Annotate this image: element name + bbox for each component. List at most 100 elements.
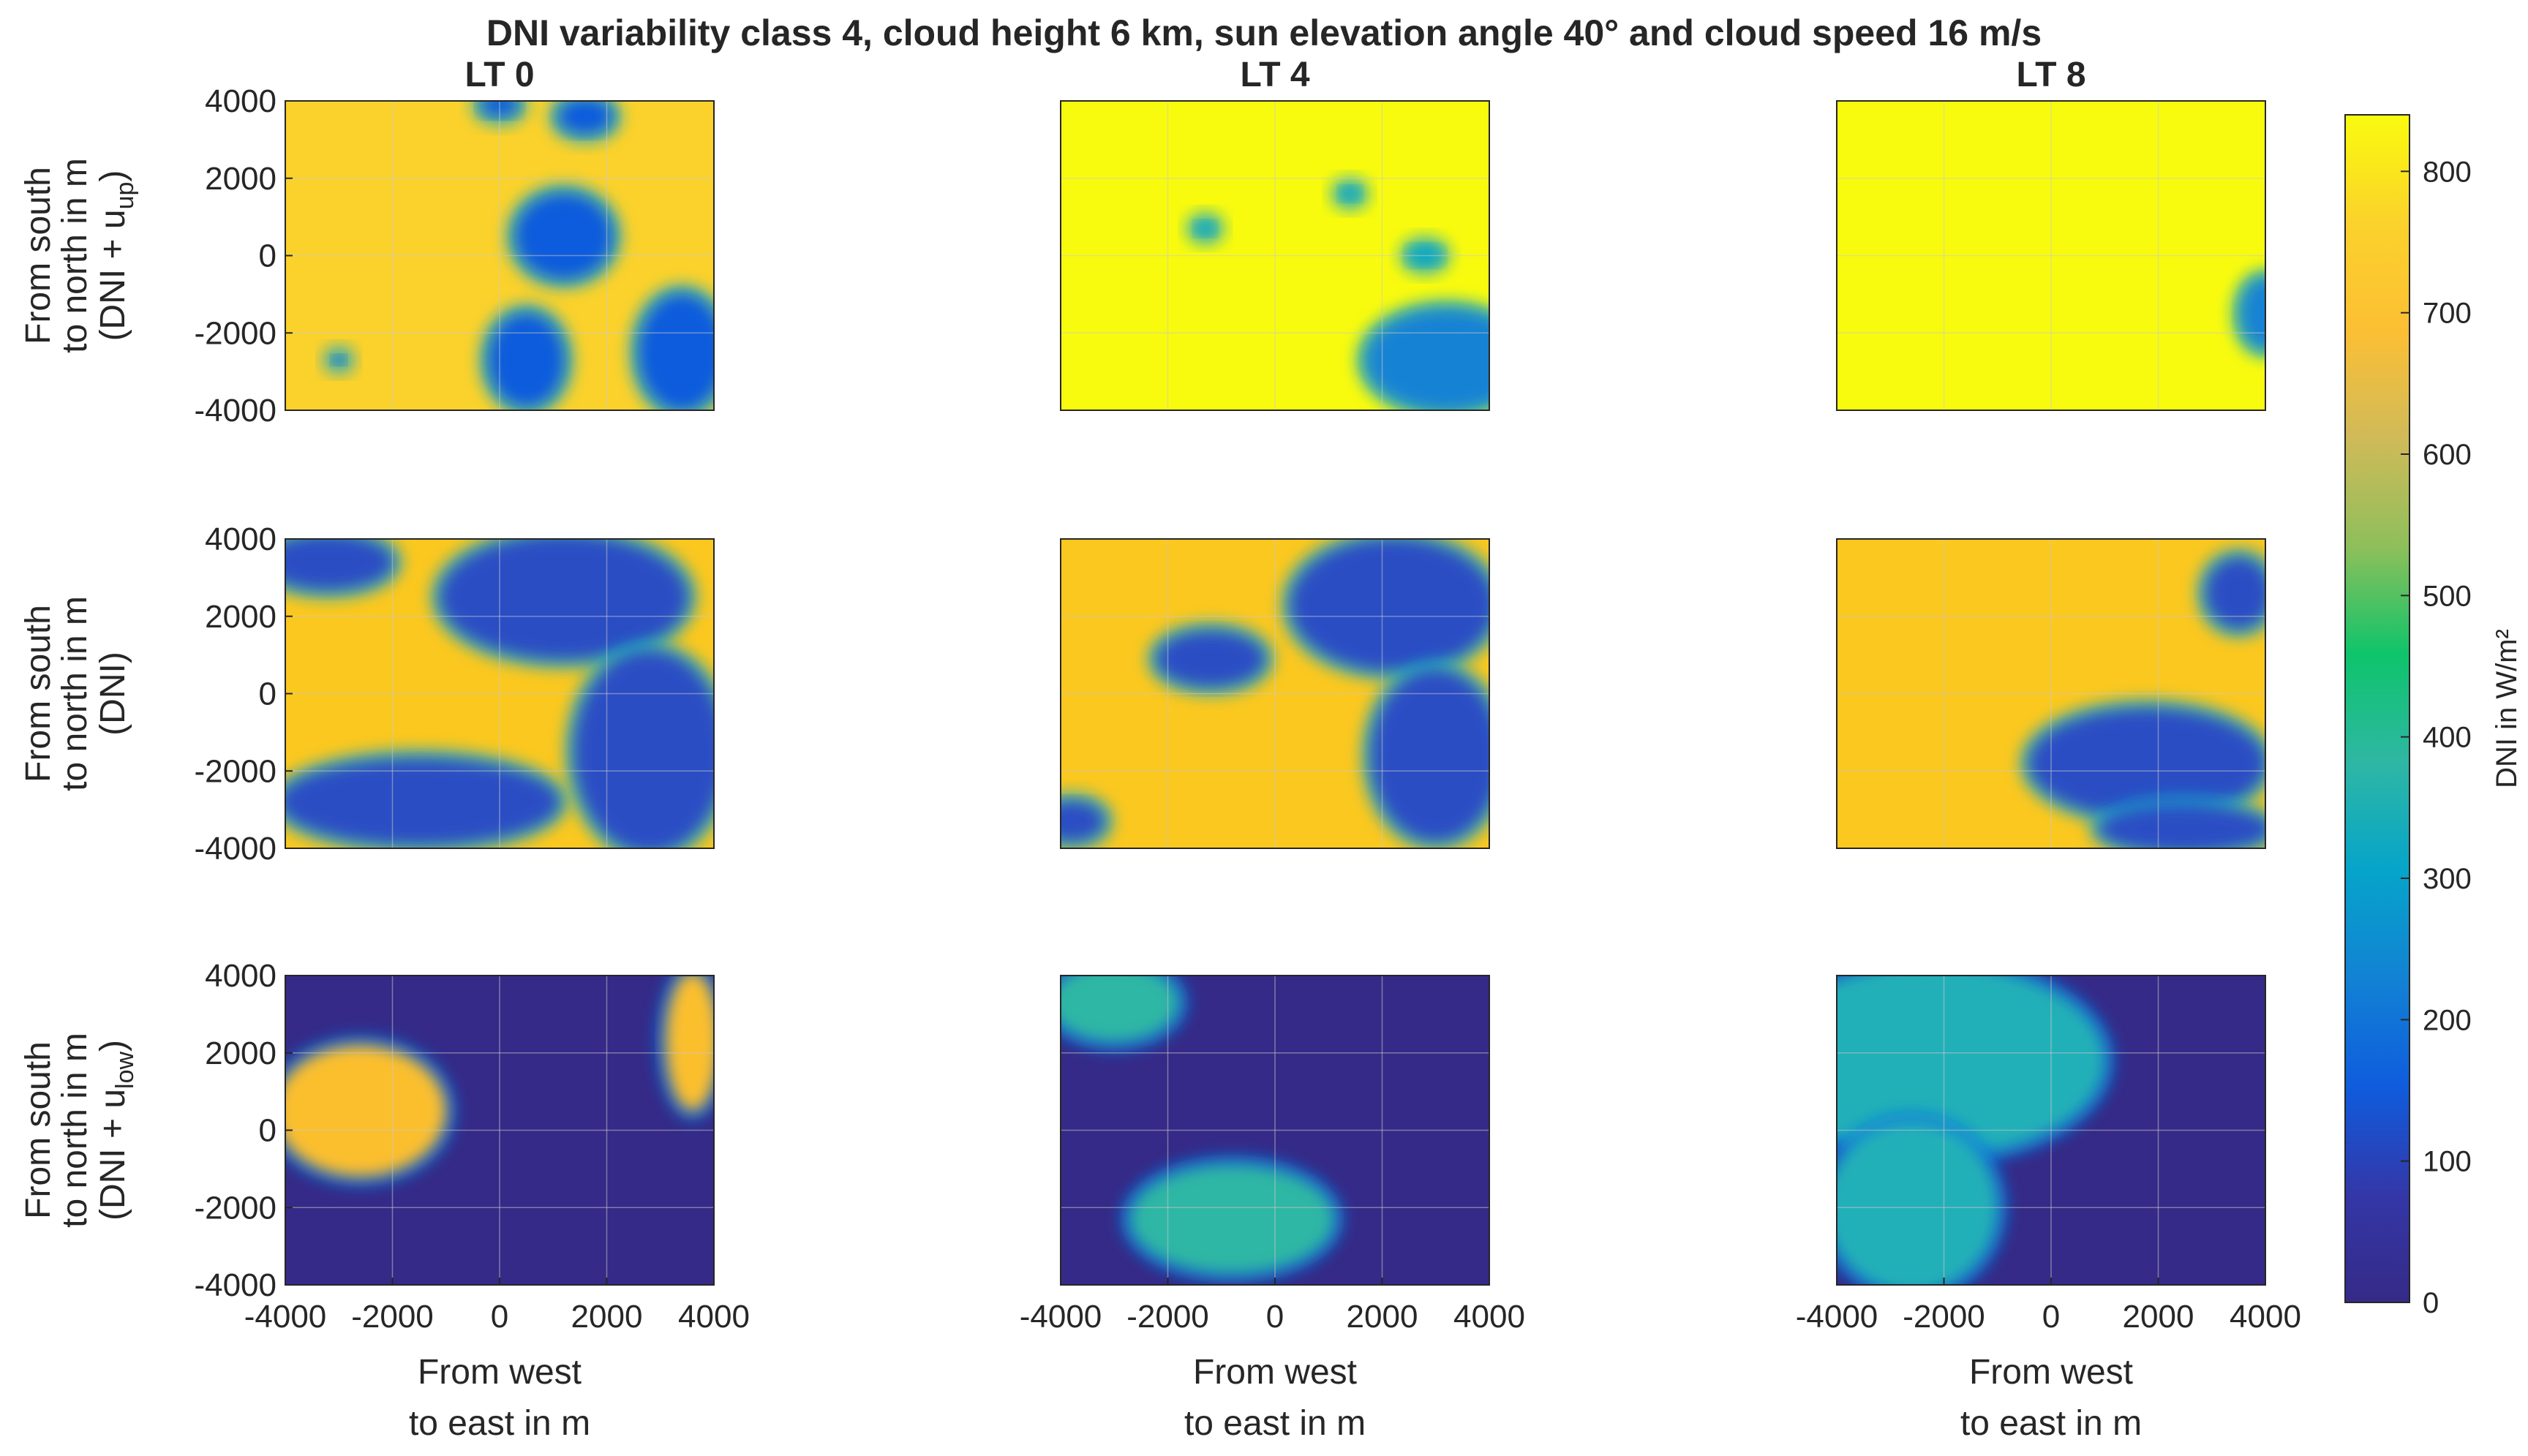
panel-field	[1061, 101, 1489, 410]
y-tick-label: 4000	[205, 521, 276, 557]
cloud-blob	[574, 651, 714, 848]
cloud-blob	[1156, 631, 1265, 686]
cloud-blob	[2206, 558, 2265, 628]
x-tick-label: -4000	[1020, 1299, 1102, 1335]
cloud-blob	[515, 193, 612, 279]
cloud-blob	[2099, 805, 2265, 848]
x-axis-label-line2: to east in m	[1960, 1404, 2142, 1443]
colorbar-tick-label: 200	[2423, 1004, 2472, 1036]
cloud-blob	[1130, 1165, 1334, 1274]
y-axis-label-line2: to north in m	[56, 596, 94, 791]
column-title: LT 0	[464, 56, 534, 94]
panel-field	[285, 976, 714, 1285]
panel-field	[1061, 976, 1489, 1285]
cloud-blob	[1061, 976, 1179, 1041]
column-title: LT 8	[2016, 56, 2085, 94]
y-axis-label-line1: From south	[19, 167, 58, 344]
colorbar-label: DNI in W/m²	[2491, 629, 2523, 788]
panel-field	[1061, 539, 1489, 848]
x-tick-label: -2000	[351, 1299, 434, 1335]
x-axis-label-line2: to east in m	[1184, 1404, 1366, 1443]
x-tick-label: -2000	[1126, 1299, 1209, 1335]
y-tick-label: 2000	[205, 1036, 276, 1071]
panel-0-1: LT 4	[1060, 56, 1490, 411]
x-axis-label-line2: to east in m	[409, 1404, 590, 1443]
y-axis-label-line1: From south	[19, 1041, 58, 1219]
y-tick-label: -4000	[194, 393, 276, 429]
cloud-blob	[285, 539, 393, 589]
cloud-blob	[1837, 1122, 1998, 1285]
x-tick-label: 2000	[571, 1299, 643, 1335]
cloud-blob	[639, 294, 714, 410]
x-tick-label: -4000	[1796, 1299, 1878, 1335]
colorbar-tick-label: 700	[2423, 298, 2472, 330]
colorbar-gradient	[2344, 114, 2410, 1303]
colorbar-tick-label: 0	[2423, 1287, 2439, 1319]
cloud-blob	[489, 313, 564, 407]
x-tick-label: 4000	[2230, 1299, 2301, 1335]
cloud-blob	[1195, 221, 1215, 236]
colorbar-tick-label: 400	[2423, 722, 2472, 754]
cloud-blob	[1837, 976, 2105, 1158]
y-axis-label-line1: From south	[19, 605, 58, 782]
column-title: LT 4	[1240, 56, 1309, 94]
x-tick-label: 0	[491, 1299, 508, 1335]
y-tick-label: -2000	[194, 315, 276, 351]
figure-title: DNI variability class 4, cloud height 6 …	[486, 12, 2042, 53]
x-tick-label: 0	[1266, 1299, 1284, 1335]
panel-field	[285, 101, 714, 410]
y-tick-label: -2000	[194, 1190, 276, 1226]
colorbar-tick-label: 100	[2423, 1146, 2472, 1178]
cloud-blob	[1366, 309, 1489, 410]
x-tick-label: -4000	[244, 1299, 327, 1335]
panel-frame	[1836, 100, 2266, 411]
y-axis-label-line2: to north in m	[56, 158, 94, 353]
y-tick-label: 0	[259, 238, 276, 274]
x-axis-label-line1: From west	[1193, 1353, 1357, 1392]
cloud-blob	[332, 355, 346, 365]
cloud-blob	[1291, 539, 1489, 671]
x-axis-label-line1: From west	[418, 1353, 582, 1392]
cloud-blob	[285, 1045, 446, 1177]
cloud-blob	[2241, 279, 2265, 349]
x-tick-label: 4000	[1453, 1299, 1525, 1335]
y-axis-label-line3: (DNI + uup)	[94, 170, 139, 342]
y-tick-label: -4000	[194, 1267, 276, 1303]
y-tick-label: 0	[259, 676, 276, 712]
panel-field	[1837, 976, 2265, 1285]
cloud-blob	[285, 759, 559, 845]
colorbar-tick-label: 300	[2423, 863, 2472, 895]
panel-0-2: LT 8	[1836, 56, 2266, 411]
colorbar-tick-label: 500	[2423, 580, 2472, 612]
colorbar-tick-label: 600	[2423, 439, 2472, 471]
x-tick-label: 2000	[2123, 1299, 2194, 1335]
panel-1-2	[1836, 538, 2266, 849]
y-tick-label: 2000	[205, 599, 276, 635]
x-tick-label: 0	[2042, 1299, 2060, 1335]
cloud-blob	[1371, 670, 1489, 841]
cloud-blob	[666, 976, 714, 1112]
colorbar-tick-label: 800	[2423, 156, 2472, 188]
panel-field	[1837, 539, 2265, 848]
y-axis-label-line2: to north in m	[56, 1033, 94, 1228]
cloud-blob	[1061, 801, 1104, 841]
y-tick-label: -4000	[194, 831, 276, 867]
panel-frame	[1836, 538, 2266, 849]
x-tick-label: -2000	[1903, 1299, 1985, 1335]
y-axis-label-line3: (DNI + ulow)	[94, 1040, 139, 1221]
x-axis-label-line1: From west	[1969, 1353, 2133, 1392]
y-tick-label: 0	[259, 1113, 276, 1149]
panel-1-1	[1060, 538, 1490, 849]
cloud-blob	[1340, 186, 1360, 201]
y-tick-label: 4000	[205, 83, 276, 119]
x-tick-label: 2000	[1347, 1299, 1418, 1335]
cloud-blob	[440, 539, 688, 659]
y-tick-label: -2000	[194, 753, 276, 789]
x-tick-label: 4000	[678, 1299, 750, 1335]
panel-frame	[1060, 538, 1490, 849]
